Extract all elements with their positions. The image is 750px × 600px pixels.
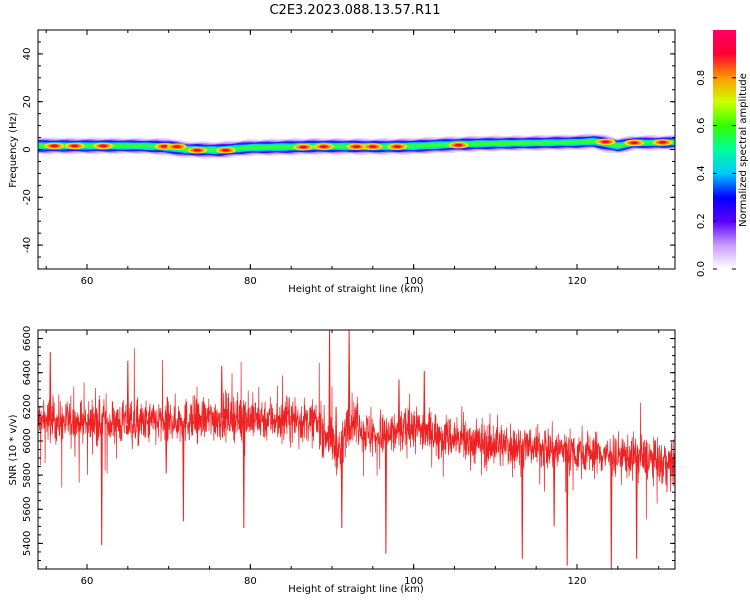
spectrogram-ytick-label: -40: [22, 237, 33, 253]
band-peak-core: [352, 145, 361, 149]
spectrogram-ytick-label: 20: [22, 95, 33, 108]
figure-title: C2E3.2023.088.13.57.R11: [269, 3, 440, 18]
snr-xtick-label: 120: [567, 576, 586, 587]
snr-ytick-label: 6600: [22, 326, 33, 351]
spectrogram-xtick-label: 120: [567, 276, 586, 287]
spectrogram-ticks: 60 80 100 120 40 20 0 -20 -40: [22, 29, 675, 287]
band-peak-core: [70, 144, 79, 148]
snr-ytick-label: 5400: [22, 531, 33, 556]
snr-panel: 60 80 100 120 6600 6400 6200 6000 5800 5600 5400 H…: [8, 326, 676, 595]
spectrogram-xtick-label: 100: [404, 276, 423, 287]
snr-ytick-label: 6200: [22, 394, 33, 419]
band-peak-core: [454, 143, 463, 147]
spectrogram-xlabel: Height of straight line (km): [288, 284, 424, 295]
spectrogram-frame: [37, 29, 676, 270]
spectrogram-ytick-label: -20: [22, 189, 33, 205]
colorbar-tick-label: 0.2: [696, 213, 707, 229]
snr-spike: [328, 330, 331, 439]
snr-spike: [665, 461, 668, 465]
band-peak-core: [299, 145, 308, 149]
colorbar: 0.0 0.2 0.4 0.6 0.8 Normalized spectral ampl…: [696, 30, 749, 277]
snr-spike: [635, 457, 638, 559]
band-peak-core: [221, 148, 230, 152]
snr-spike: [610, 454, 613, 569]
snr-ytick-label: 6000: [22, 428, 33, 453]
spectrogram-ylabel: Frequency (Hz): [8, 112, 19, 188]
snr-spike: [423, 370, 426, 431]
snr-spike: [348, 330, 351, 417]
spectrogram-xtick-label: 60: [81, 276, 94, 287]
snr-spike: [165, 421, 168, 474]
snr-ylabel: SNR (10 * v/v): [8, 414, 19, 485]
band-peak-core: [99, 144, 108, 148]
snr-spike: [340, 449, 343, 529]
snr-ytick-label: 5800: [22, 462, 33, 487]
colorbar-tick-label: 0.8: [696, 70, 707, 86]
band-peak-core: [368, 145, 377, 149]
colorbar-tick-label: 0.0: [696, 261, 707, 277]
snr-spike: [566, 450, 569, 566]
band-peak-core: [193, 148, 202, 152]
colorbar-gradient: [713, 30, 736, 269]
colorbar-label: Normalized spectral amplitude: [738, 73, 749, 227]
snr-spike: [334, 406, 338, 450]
snr-spike: [49, 352, 52, 421]
band-peak-core: [630, 141, 639, 145]
spectral-band: [38, 133, 675, 159]
band-peak-core: [172, 145, 181, 149]
band-peak-core: [658, 140, 667, 144]
snr-spike: [100, 422, 103, 546]
colorbar-ticks: 0.0 0.2 0.4 0.6 0.8: [696, 70, 736, 277]
spectrogram-panel: 60 80 100 120 40 20 0 -20 -40 Height of straight…: [8, 29, 676, 295]
spectrogram-xtick-label: 80: [244, 276, 257, 287]
snr-xtick-label: 100: [404, 576, 423, 587]
snr-xtick-label: 60: [81, 576, 94, 587]
band-peak-core: [601, 140, 610, 144]
snr-spike: [182, 420, 185, 522]
snr-spike: [126, 360, 129, 424]
snr-spike: [397, 379, 401, 432]
snr-frame: [37, 329, 676, 570]
spectrogram-ytick-label: 40: [22, 48, 33, 61]
band-peak-core: [319, 145, 328, 149]
colorbar-tick-label: 0.6: [696, 118, 707, 134]
snr-spike: [242, 417, 245, 529]
band-peak-core: [160, 144, 169, 148]
snr-xtick-label: 80: [244, 576, 257, 587]
snr-spike: [521, 446, 524, 559]
band-peak-core: [50, 144, 59, 148]
colorbar-tick-label: 0.4: [696, 165, 707, 181]
spectrogram-ytick-label: 0: [22, 146, 33, 152]
snr-series: [38, 330, 675, 569]
snr-ytick-label: 6400: [22, 360, 33, 385]
snr-line: [38, 348, 675, 520]
snr-xlabel: Height of straight line (km): [288, 584, 424, 595]
snr-spike: [220, 365, 223, 418]
snr-ytick-label: 5600: [22, 497, 33, 522]
snr-spike: [384, 436, 387, 554]
snr-spike: [553, 449, 556, 527]
band-peak-core: [393, 145, 402, 149]
